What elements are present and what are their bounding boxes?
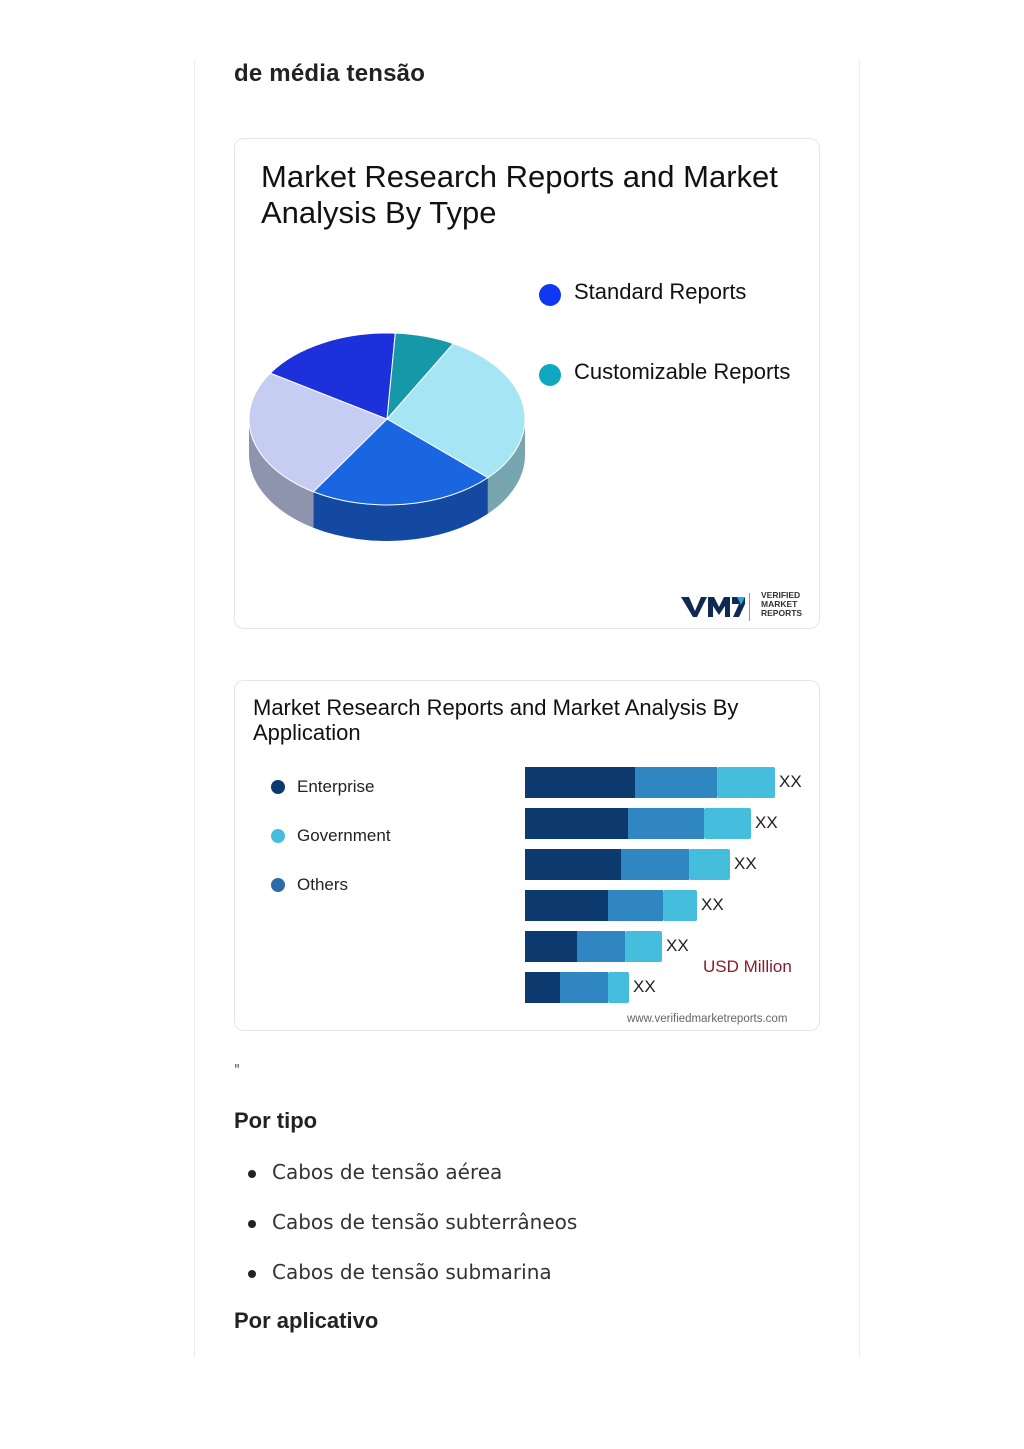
pie-slice-1 xyxy=(312,418,489,506)
bar-segment-others xyxy=(621,849,689,880)
bar-segment-government xyxy=(663,890,697,921)
bar-segment-enterprise xyxy=(525,931,577,962)
vmr-logo-line-1: VERIFIED xyxy=(761,590,801,600)
pie-slice-3 xyxy=(269,332,396,420)
list-item-text: Cabos de tensão aérea xyxy=(272,1160,503,1184)
type-chart-title: Market Research Reports and Market Analy… xyxy=(261,159,778,230)
legend-dot-others xyxy=(271,878,285,892)
bar-data-label: XX xyxy=(734,854,757,873)
vmr-logo-icon xyxy=(681,593,750,621)
pie-slice-2 xyxy=(248,372,388,493)
bar-segment-others xyxy=(635,767,717,798)
bar-segment-government xyxy=(625,931,662,962)
legend-label-standard: Standard Reports xyxy=(574,279,747,304)
source-url: www.verifiedmarketreports.com xyxy=(627,1013,788,1025)
pie-slice-side-2 xyxy=(249,419,314,528)
legend-label-others: Others xyxy=(297,875,349,894)
quote-mark: " xyxy=(234,1063,240,1078)
bar-data-label: XX xyxy=(755,813,778,832)
vmr-logo-line-2: MARKET xyxy=(761,599,798,609)
bar-segment-enterprise xyxy=(525,890,608,921)
application-chart-title: Market Research Reports and Market Analy… xyxy=(253,695,739,745)
bar-segment-enterprise xyxy=(525,972,560,1003)
bar-segment-enterprise xyxy=(525,808,628,839)
bar-data-label: XX xyxy=(666,936,689,955)
vmr-logo-line-3: REPORTS xyxy=(761,608,803,618)
bar-segment-enterprise xyxy=(525,849,621,880)
bar-segment-government xyxy=(717,767,775,798)
legend-dot-customizable xyxy=(539,364,561,386)
bar-segment-others xyxy=(628,808,704,839)
application-bar-chart: XX XX XX XX XX XX xyxy=(525,767,802,1003)
application-chart-card: Market Research Reports and Market Analy… xyxy=(234,680,820,1031)
bar-segment-others xyxy=(608,890,663,921)
vmr-logo-text: VERIFIED MARKET REPORTS xyxy=(761,591,802,618)
pie-slice-side-0 xyxy=(487,419,525,514)
legend-dot-standard xyxy=(539,284,561,306)
bar-segment-enterprise xyxy=(525,767,635,798)
pie-slice-4 xyxy=(386,332,455,421)
list-item-text: Cabos de tensão submarina xyxy=(272,1260,552,1284)
bar-segment-government xyxy=(608,972,629,1003)
legend-label-customizable: Customizable Reports xyxy=(574,359,791,384)
bar-segment-government xyxy=(689,849,730,880)
legend-label-government: Government xyxy=(297,826,391,845)
by-type-heading: Por tipo xyxy=(234,1108,318,1133)
pie-slice-side-1 xyxy=(313,477,488,541)
bar-data-label: XX xyxy=(633,977,656,996)
bar-data-label: XX xyxy=(701,895,724,914)
type-chart-card: Market Research Reports and Market Analy… xyxy=(234,138,820,629)
type-pie-chart xyxy=(248,332,526,541)
list-item-text: Cabos de tensão subterrâneos xyxy=(272,1210,578,1234)
legend-dot-government xyxy=(271,829,285,843)
bar-segment-government xyxy=(704,808,751,839)
bar-segment-others xyxy=(577,931,625,962)
section-heading: de média tensão xyxy=(234,60,426,87)
pie-slice-0 xyxy=(386,342,526,479)
content-column xyxy=(194,60,860,1358)
by-application-heading: Por aplicativo xyxy=(234,1308,379,1333)
legend-dot-enterprise xyxy=(271,780,285,794)
legend-label-enterprise: Enterprise xyxy=(297,777,375,796)
bar-segment-others xyxy=(560,972,608,1003)
unit-label: USD Million xyxy=(703,957,792,976)
bar-data-label: XX xyxy=(779,772,802,791)
